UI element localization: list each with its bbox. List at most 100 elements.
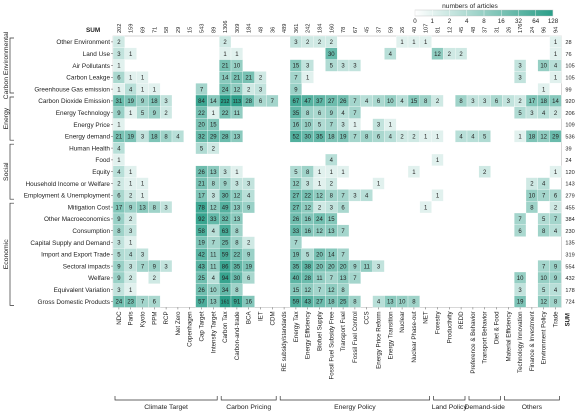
cell-value-label: 15 — [328, 217, 335, 223]
cell-value-label: 1 — [212, 111, 216, 117]
cell-value-label: 3 — [507, 99, 511, 105]
cell-value-label: 7 — [271, 99, 275, 105]
legend-tick-label: 32 — [515, 18, 522, 25]
cell-value-label: 78 — [198, 205, 205, 211]
cell-value-label: 18 — [529, 135, 536, 141]
heat-cell — [230, 130, 243, 143]
cell-value-label: 63 — [222, 229, 229, 235]
cell-value-label: 4 — [389, 52, 393, 58]
column-sum-label: 40 — [412, 27, 418, 33]
cell-value-label: 3 — [259, 87, 263, 93]
cell-value-label: 9 — [554, 264, 558, 270]
row-sum-label: 279 — [565, 194, 574, 200]
column-sums: SUM 202 159 69 71 58 29 15 543 89 1306 309 184 48 36 48… — [86, 21, 560, 34]
column-label: Trade — [553, 311, 560, 327]
cell-value-label: 1 — [554, 52, 558, 58]
cell-value-label: 35 — [234, 264, 241, 270]
column-label: Energy Price Reform — [376, 311, 383, 368]
cell-value-label: 6 — [117, 76, 121, 82]
cell-value-label: 15 — [210, 123, 217, 129]
column-label: Copenhagen — [187, 311, 194, 347]
column-sum-label: 48 — [471, 27, 477, 33]
cell-value-label: 212 — [221, 99, 230, 105]
heat-cell — [431, 189, 444, 202]
cell-value-label: 10 — [387, 99, 394, 105]
heat-cell — [549, 165, 562, 178]
cell-value-label: 6 — [495, 99, 499, 105]
cell-value-label: 26 — [198, 288, 205, 294]
cell-value-label: 2 — [318, 40, 322, 46]
cell-value-label: 3 — [306, 64, 310, 70]
row-label: Food — [95, 157, 110, 164]
row-groups: Carbon Environmental Energy Social Economic — [3, 31, 14, 306]
cell-value-label: 3 — [353, 64, 357, 70]
cell-value-label: 4 — [471, 135, 475, 141]
heat-cell — [242, 271, 255, 284]
cell-value-label: 27 — [316, 300, 323, 306]
cell-value-label: 11 — [210, 253, 217, 259]
column-sum-label: 37 — [377, 27, 383, 33]
row-label: Energy demand — [65, 134, 111, 141]
cell-value-label: 52 — [293, 135, 300, 141]
cell-value-label: 1 — [424, 135, 428, 141]
cell-value-label: 33 — [210, 217, 217, 223]
cell-value-label: 8 — [235, 288, 239, 294]
row-label: Air Pollutants — [72, 63, 110, 70]
cell-value-label: 5 — [483, 135, 487, 141]
row-sum-label: 432 — [565, 276, 574, 282]
cell-value-label: 1 — [235, 52, 239, 58]
heat-cell — [337, 201, 350, 214]
heat-cell — [549, 71, 562, 84]
cell-value-label: 10 — [540, 64, 547, 70]
cell-value-label: 43 — [304, 300, 311, 306]
cell-value-label: 10 — [399, 300, 406, 306]
cell-value-label: 8 — [341, 288, 345, 294]
heat-cell — [431, 94, 444, 107]
row-sum-label: 724 — [565, 300, 574, 306]
cell-value-label: 18 — [328, 300, 335, 306]
column-sum-label: 37 — [483, 27, 489, 33]
heat-cell — [337, 224, 350, 237]
column-sum-label: 184 — [318, 24, 324, 33]
cell-value-label: 21 — [198, 182, 205, 188]
cell-value-label: 4 — [377, 300, 381, 306]
row-sum-label: 178 — [565, 288, 574, 294]
cell-value-label: 10 — [304, 123, 311, 129]
cell-value-label: 47 — [304, 99, 311, 105]
cell-value-label: 8 — [212, 182, 216, 188]
cell-value-label: 1 — [129, 182, 133, 188]
column-label: Diet & Food — [494, 311, 501, 344]
cell-value-label: 7 — [518, 217, 522, 223]
cell-value-label: 11 — [234, 111, 241, 117]
cell-value-label: 3 — [341, 123, 345, 129]
cell-value-label: 3 — [141, 135, 145, 141]
cell-value-label: 14 — [222, 76, 229, 82]
cell-value-label: 2 — [412, 135, 416, 141]
cell-value-label: 5 — [294, 170, 298, 176]
cell-value-label: 7 — [554, 217, 558, 223]
cell-value-label: 2 — [530, 182, 534, 188]
cell-value-label: 161 — [221, 300, 230, 306]
cell-value-label: 30 — [304, 135, 311, 141]
heat-cell — [549, 106, 562, 119]
column-sum-label: 31 — [495, 27, 501, 33]
cell-value-label: 15 — [293, 288, 300, 294]
cell-value-label: 4 — [117, 170, 121, 176]
cell-value-label: 8 — [530, 205, 534, 211]
cell-value-label: 12 — [434, 52, 441, 58]
column-group-bracket — [220, 396, 277, 401]
column-sum-label: 81 — [436, 27, 442, 33]
cell-value-label: 59 — [293, 300, 300, 306]
cell-value-label: 8 — [235, 229, 239, 235]
cell-value-label: 8 — [554, 300, 558, 306]
cell-value-label: 9 — [247, 205, 251, 211]
cell-value-label: 9 — [141, 99, 145, 105]
cell-value-label: 4 — [117, 146, 121, 152]
row-sum-label: 39 — [565, 146, 571, 152]
column-label: REDD — [458, 311, 465, 329]
cell-value-label: 42 — [198, 253, 205, 259]
column-group-bracket — [433, 396, 466, 401]
cell-value-label: 3 — [377, 264, 381, 270]
cell-value-label: 5 — [117, 253, 121, 259]
cell-value-label: 8 — [164, 135, 168, 141]
